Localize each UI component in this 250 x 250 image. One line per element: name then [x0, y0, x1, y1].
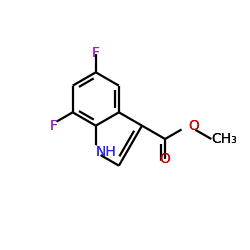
Text: O: O [160, 152, 170, 166]
Text: NH: NH [96, 145, 116, 159]
Text: F: F [92, 46, 100, 60]
Text: F: F [50, 119, 58, 133]
Text: O: O [188, 119, 199, 133]
Text: CH₃: CH₃ [211, 132, 237, 146]
Text: O: O [188, 119, 199, 133]
Text: NH: NH [96, 145, 116, 159]
Text: F: F [50, 119, 58, 133]
Text: O: O [160, 152, 170, 166]
Text: CH₃: CH₃ [211, 132, 237, 146]
Text: F: F [92, 46, 100, 60]
